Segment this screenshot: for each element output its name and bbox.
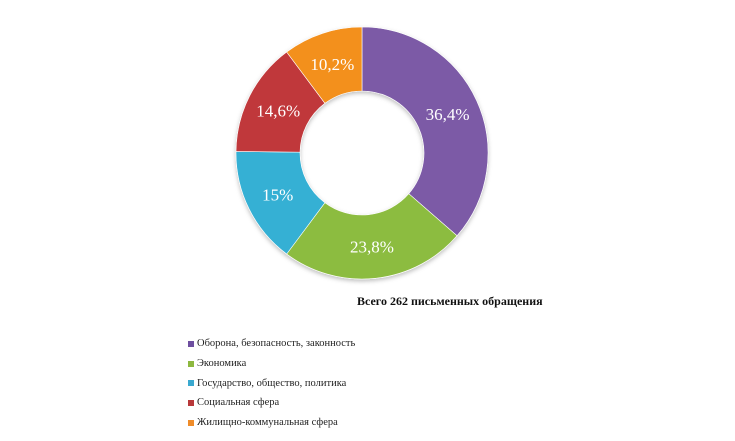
legend-item: Социальная сфера xyxy=(188,393,355,413)
legend-swatch-icon xyxy=(188,360,194,367)
segment-value-label: 14,6% xyxy=(256,101,300,120)
legend-item: Оборона, безопасность, законность xyxy=(188,334,355,354)
segment-value-label: 15% xyxy=(262,186,293,205)
chart-legend: Оборона, безопасность, законность Эконом… xyxy=(188,334,355,432)
legend-swatch-icon xyxy=(188,419,194,426)
donut-segment xyxy=(286,26,363,104)
donut-segment xyxy=(361,26,489,237)
legend-label: Социальная сфера xyxy=(197,397,280,409)
legend-item: Экономика xyxy=(188,354,355,374)
segment-value-label: 23,8% xyxy=(350,237,394,256)
segment-value-label: 36,4% xyxy=(426,105,470,124)
legend-label: Оборона, безопасность, законность xyxy=(197,338,356,350)
legend-swatch-icon xyxy=(188,340,194,347)
legend-swatch-icon xyxy=(188,380,194,387)
legend-item: Жилищно-коммунальная сфера xyxy=(188,413,355,433)
donut-chart: 36,4% 23,8% 15% 14,6% 10,2% xyxy=(235,26,489,280)
donut-segment xyxy=(286,193,458,280)
legend-label: Государство, общество, политика xyxy=(197,377,347,389)
legend-label: Экономика xyxy=(197,358,247,370)
legend-item: Государство, общество, политика xyxy=(188,373,355,393)
legend-swatch-icon xyxy=(188,399,194,406)
chart-title: Всего 262 письменных обращения xyxy=(357,294,543,308)
legend-label: Жилищно-коммунальная сфера xyxy=(197,417,338,429)
segment-value-label: 10,2% xyxy=(310,55,354,74)
